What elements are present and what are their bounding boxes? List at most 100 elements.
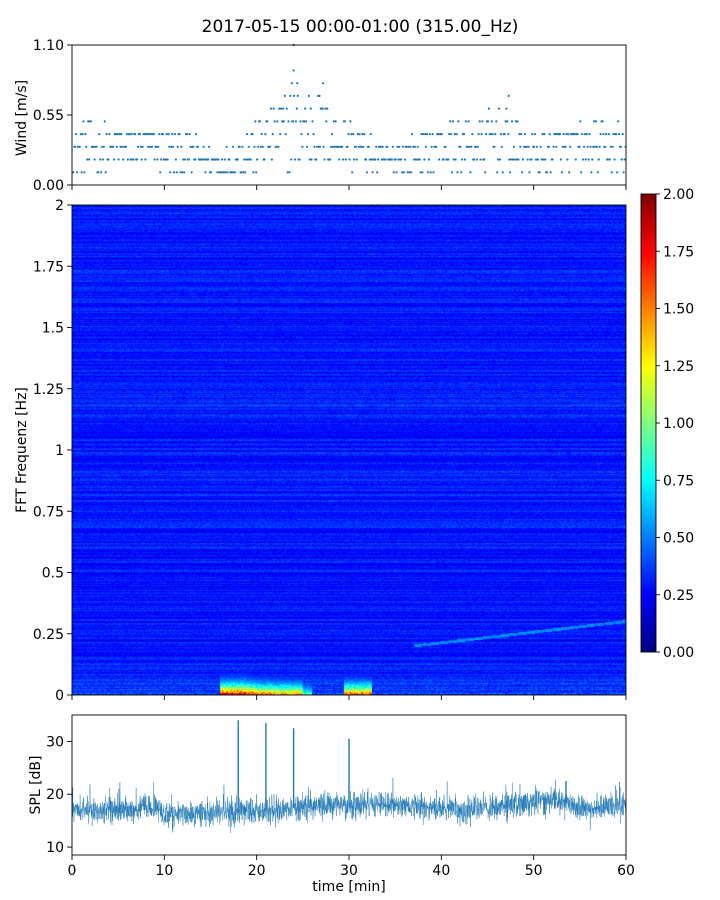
wind-point bbox=[452, 158, 455, 161]
wind-point bbox=[484, 171, 487, 174]
wind-point bbox=[286, 171, 289, 174]
wind-point bbox=[82, 120, 85, 123]
colorbar-axes: 0.00 0.25 0.50 0.75 1.00 1.25 1.50 1.75 2.00 bbox=[656, 187, 694, 661]
wind-point bbox=[462, 133, 466, 136]
wind-point bbox=[132, 158, 135, 161]
wind-point bbox=[362, 145, 365, 148]
wind-point bbox=[584, 158, 587, 161]
wind-point bbox=[413, 145, 417, 148]
wind-point bbox=[287, 120, 290, 123]
wind-point bbox=[273, 120, 276, 123]
wind-point bbox=[534, 133, 537, 136]
wind-point bbox=[243, 158, 246, 161]
wind-point bbox=[541, 133, 544, 136]
wind-point bbox=[174, 158, 177, 161]
colorbar-gradient bbox=[641, 194, 656, 652]
wind-point bbox=[349, 120, 352, 123]
wind-point bbox=[296, 82, 299, 85]
wind-point bbox=[249, 158, 252, 161]
wind-point bbox=[74, 145, 77, 148]
wind-point bbox=[511, 158, 514, 161]
wind-point bbox=[375, 145, 378, 148]
wind-point bbox=[246, 158, 249, 161]
wind-point bbox=[100, 145, 104, 148]
wind-point bbox=[569, 145, 572, 148]
wind-point bbox=[269, 107, 273, 110]
wind-point bbox=[281, 120, 284, 123]
wind-point bbox=[289, 94, 292, 97]
wind-point bbox=[283, 94, 286, 97]
wind-point bbox=[299, 120, 302, 123]
wind-point bbox=[464, 120, 467, 123]
wind-point bbox=[582, 158, 585, 161]
wind-point bbox=[322, 145, 325, 148]
wind-point bbox=[611, 145, 614, 148]
wind-point bbox=[261, 145, 264, 148]
wind-point bbox=[485, 133, 488, 136]
wind-point bbox=[390, 158, 393, 161]
wind-point bbox=[487, 107, 490, 110]
wind-point bbox=[408, 171, 411, 174]
wind-point bbox=[251, 133, 254, 136]
wind-point bbox=[209, 171, 213, 174]
wind-point bbox=[254, 120, 257, 123]
wind-point bbox=[622, 171, 625, 174]
wind-point bbox=[451, 120, 454, 123]
wind-point bbox=[164, 158, 167, 161]
wind-point bbox=[365, 171, 369, 174]
wind-point bbox=[184, 158, 187, 161]
wind-point bbox=[244, 171, 247, 174]
wind-point bbox=[356, 133, 359, 136]
spl-xtick-label: 60 bbox=[617, 863, 635, 879]
figure-title: 2017-05-15 00:00-01:00 (315.00_Hz) bbox=[202, 17, 519, 37]
wind-point bbox=[406, 171, 409, 174]
wind-point bbox=[153, 158, 156, 161]
wind-point bbox=[468, 145, 471, 148]
wind-point bbox=[275, 145, 278, 148]
wind-point bbox=[583, 133, 587, 136]
wind-point bbox=[269, 145, 272, 148]
wind-point bbox=[448, 133, 451, 136]
wind-point bbox=[305, 120, 308, 123]
wind-point bbox=[182, 158, 185, 161]
wind-point bbox=[124, 145, 128, 148]
wind-point bbox=[594, 120, 598, 123]
wind-point bbox=[521, 171, 524, 174]
spl-xtick-label: 30 bbox=[340, 863, 358, 879]
wind-point bbox=[539, 145, 542, 148]
spl-ytick-label: 20 bbox=[46, 787, 64, 803]
colorbar-tick-label: 1.00 bbox=[663, 416, 694, 432]
wind-point bbox=[593, 120, 596, 123]
wind-point bbox=[101, 158, 104, 161]
wind-point bbox=[203, 158, 206, 161]
wind-point bbox=[318, 145, 321, 148]
spectrogram-ytick-label: 1.5 bbox=[42, 321, 64, 337]
wind-point bbox=[172, 145, 175, 148]
wind-point bbox=[558, 133, 562, 136]
wind-point bbox=[161, 133, 164, 136]
wind-point bbox=[130, 133, 133, 136]
wind-point bbox=[377, 158, 380, 161]
wind-point bbox=[551, 158, 554, 161]
wind-point bbox=[582, 145, 586, 148]
wind-point bbox=[344, 158, 347, 161]
wind-point bbox=[410, 171, 413, 174]
wind-point bbox=[300, 133, 303, 136]
wind-point bbox=[402, 171, 405, 174]
wind-point bbox=[493, 145, 496, 148]
wind-point bbox=[97, 171, 100, 174]
wind-point bbox=[413, 158, 416, 161]
wind-point bbox=[348, 158, 351, 161]
wind-point bbox=[160, 158, 163, 161]
wind-point bbox=[121, 145, 124, 148]
wind-point bbox=[171, 133, 174, 136]
wind-point bbox=[116, 133, 119, 136]
wind-point bbox=[384, 158, 387, 161]
wind-point bbox=[517, 158, 520, 161]
wind-point bbox=[486, 120, 490, 123]
spl-ytick-label: 10 bbox=[46, 840, 64, 856]
wind-point bbox=[594, 145, 597, 148]
wind-point bbox=[560, 171, 563, 174]
wind-point bbox=[285, 107, 288, 110]
